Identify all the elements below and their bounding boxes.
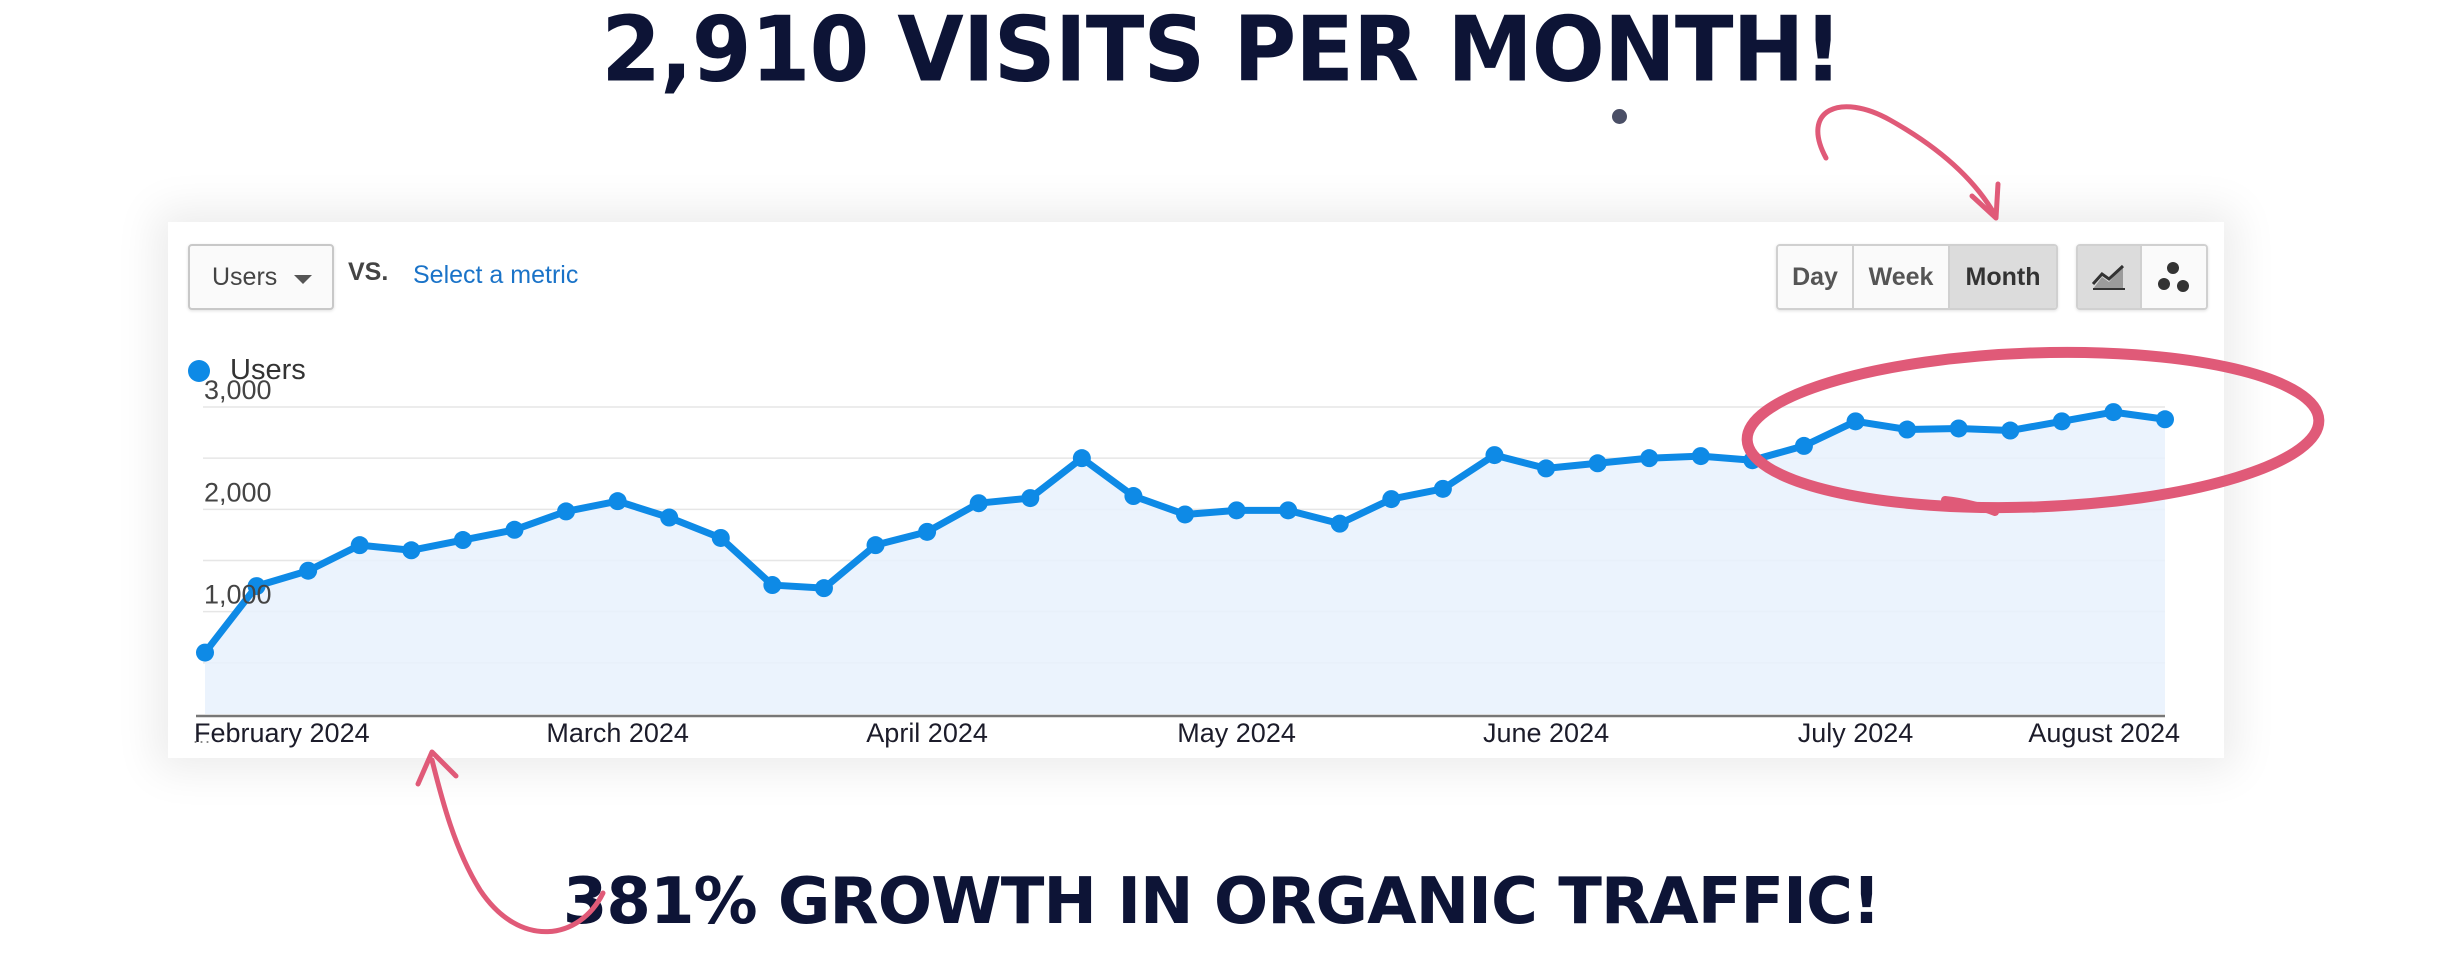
month-button[interactable]: Month: [1950, 246, 2056, 308]
data-point[interactable]: [918, 522, 937, 541]
motion-chart-view-button[interactable]: [2142, 246, 2206, 308]
day-button[interactable]: Day: [1778, 246, 1854, 308]
legend-label: Users: [230, 354, 306, 386]
data-point[interactable]: [557, 502, 576, 521]
chart-view-toggle-group: [2076, 244, 2208, 310]
data-point[interactable]: [1485, 446, 1504, 465]
data-point[interactable]: [1176, 505, 1194, 524]
data-point[interactable]: [814, 579, 833, 598]
annotation-arrowhead-top: [1969, 181, 2001, 221]
users-area-chart: 1,000 2,000 3,000 February 2024 March 2024 Ap…: [194, 375, 2180, 748]
data-point[interactable]: [1124, 487, 1143, 506]
y-tick-label: 1,000: [204, 580, 272, 610]
data-point[interactable]: [660, 508, 679, 527]
data-point[interactable]: [505, 520, 524, 539]
period-toggle-group: Day Week Month: [1776, 244, 2058, 310]
decorative-dot: [1612, 109, 1627, 124]
data-point[interactable]: [1949, 419, 1968, 438]
headline-visits: 2,910 VISITS PER MONTH!: [601, 0, 1842, 103]
data-point[interactable]: [1382, 490, 1401, 509]
data-point[interactable]: [608, 492, 627, 511]
users-area-fill: [205, 412, 2165, 714]
x-tick-label: July 2024: [1798, 718, 1914, 748]
x-tick-label: April 2024: [866, 718, 988, 748]
data-point[interactable]: [711, 528, 730, 547]
data-point[interactable]: [969, 494, 988, 513]
data-point[interactable]: [299, 561, 318, 580]
data-point[interactable]: [453, 531, 472, 550]
legend-swatch-users: [188, 359, 210, 382]
x-tick-label: February 2024: [194, 718, 370, 748]
data-point[interactable]: [1691, 447, 1710, 466]
headline-growth: 381% GROWTH IN ORGANIC TRAFFIC!: [562, 865, 1881, 939]
data-point[interactable]: [196, 643, 214, 662]
data-point[interactable]: [2001, 421, 2020, 440]
x-tick-label: June 2024: [1483, 718, 1609, 748]
data-point[interactable]: [1072, 449, 1091, 468]
chart-legend: Users: [188, 354, 306, 387]
line-chart-icon: [2091, 264, 2125, 290]
data-point[interactable]: [866, 536, 885, 555]
data-point[interactable]: [402, 541, 421, 560]
data-point[interactable]: [1898, 420, 1917, 439]
select-metric-link[interactable]: Select a metric: [413, 261, 579, 289]
data-point[interactable]: [1433, 479, 1452, 498]
data-point[interactable]: [2052, 412, 2071, 431]
data-point[interactable]: [350, 536, 369, 555]
more-ellipsis: ...: [193, 727, 212, 747]
annotation-arrow-top: [1815, 104, 1998, 218]
analytics-chart-panel: Users VS. Select a metric Day Week Month: [168, 222, 2224, 758]
data-point[interactable]: [1021, 489, 1040, 508]
bubble-chart-icon: [2158, 262, 2189, 292]
line-chart-view-button[interactable]: [2078, 246, 2142, 308]
metric-select[interactable]: Users: [188, 244, 334, 310]
data-point[interactable]: [1330, 514, 1349, 533]
week-button[interactable]: Week: [1854, 246, 1950, 308]
data-point[interactable]: [2104, 403, 2123, 422]
x-tick-label: May 2024: [1177, 718, 1296, 748]
x-tick-label: August 2024: [2028, 718, 2180, 748]
data-point[interactable]: [1794, 436, 1813, 455]
data-point[interactable]: [1640, 449, 1659, 468]
data-point[interactable]: [1537, 459, 1556, 478]
y-tick-label: 2,000: [204, 477, 272, 507]
data-point[interactable]: [1227, 501, 1246, 520]
data-point[interactable]: [763, 576, 782, 595]
dropdown-caret-icon: [294, 275, 312, 284]
data-point[interactable]: [1279, 501, 1298, 520]
data-point[interactable]: [1846, 412, 1865, 431]
data-point[interactable]: [1588, 454, 1607, 473]
data-point[interactable]: [2156, 410, 2174, 429]
vs-label: VS.: [348, 258, 389, 286]
x-tick-label: March 2024: [546, 718, 689, 748]
metric-select-value: Users: [212, 262, 278, 291]
data-point[interactable]: [1743, 451, 1762, 470]
y-tick-label: 3,000: [204, 375, 272, 405]
data-point[interactable]: [247, 577, 266, 596]
